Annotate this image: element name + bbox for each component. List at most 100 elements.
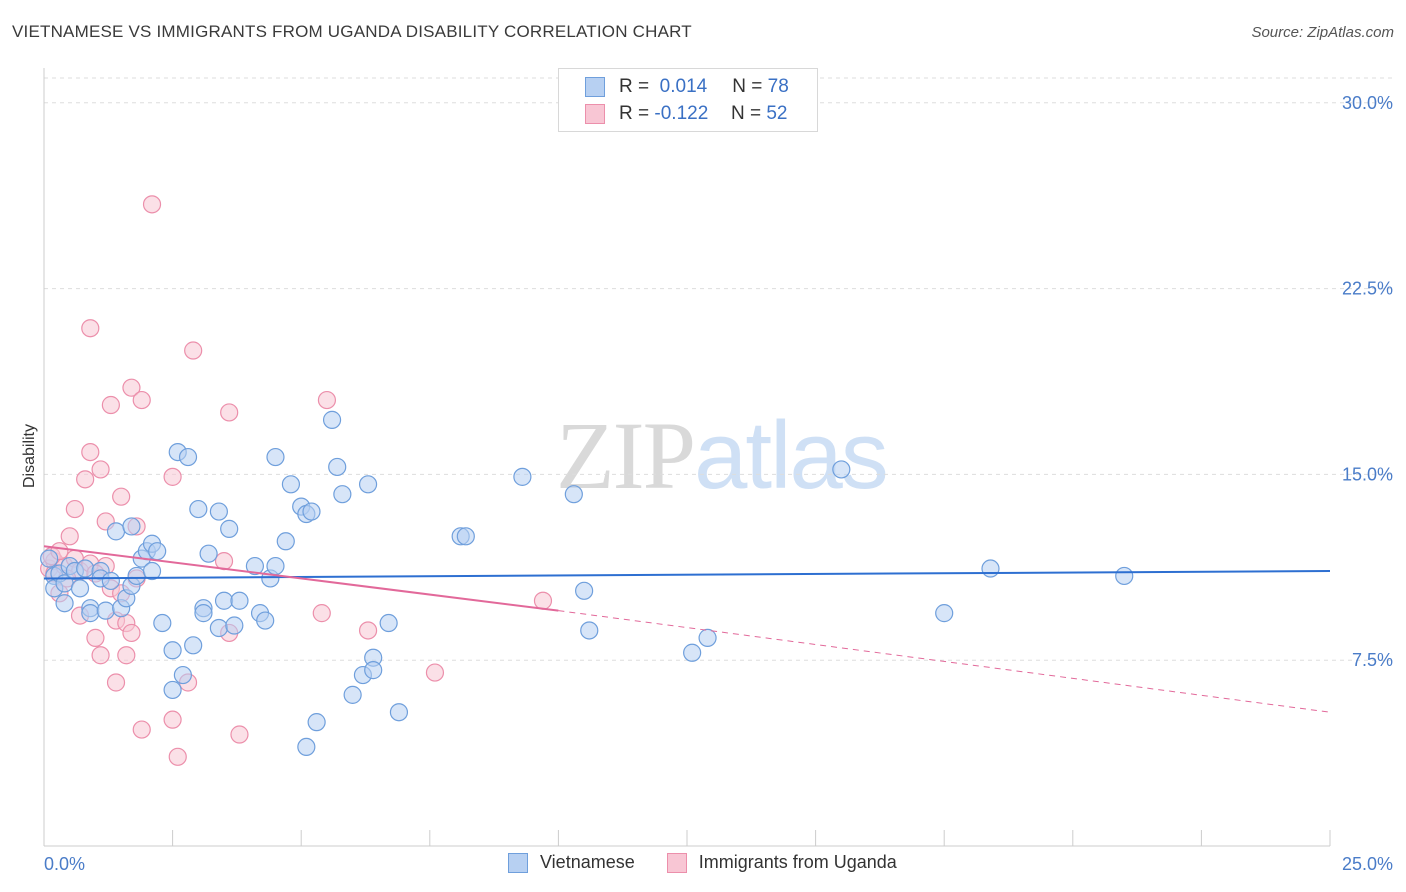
stats-row-uganda: R = -0.122 N = 52 — [585, 102, 787, 126]
vietnamese-point — [209, 502, 228, 521]
vietnamese-point — [276, 532, 295, 551]
uganda-point — [60, 527, 79, 546]
uganda-point — [425, 663, 445, 682]
vietnamese-point — [184, 636, 203, 655]
uganda-point — [81, 319, 100, 338]
uganda-point — [358, 621, 378, 640]
r-label: R = — [619, 76, 650, 97]
uganda-point — [81, 442, 100, 462]
vietnamese-point — [173, 665, 192, 685]
vietnamese-point — [935, 604, 954, 623]
uganda-point — [312, 604, 331, 623]
vietnamese-point — [456, 527, 475, 546]
vietnamese-point — [225, 616, 244, 635]
legend-label-uganda: Immigrants from Uganda — [698, 852, 897, 872]
uganda-point — [122, 378, 141, 397]
vietnamese-point — [230, 591, 249, 610]
uganda-point — [132, 720, 151, 739]
legend-label-vietnamese: Vietnamese — [540, 852, 635, 872]
vietnamese-point — [302, 502, 321, 521]
uganda-point — [163, 710, 182, 729]
vietnamese-point — [981, 559, 1000, 578]
vietnamese-point — [96, 601, 115, 620]
vietnamese-point — [101, 571, 120, 591]
axes — [43, 68, 1331, 847]
vietnamese-point — [564, 485, 583, 504]
legend-swatch-vietnamese — [508, 852, 528, 873]
vietnamese-point — [76, 559, 95, 578]
stats-legend: R = 0.014 N = 78 R = -0.122 N = 52 — [558, 68, 818, 132]
stats-row-vietnamese: R = 0.014 N = 78 — [585, 75, 789, 99]
r-value-vietnamese: 0.014 — [659, 76, 708, 97]
trend-lines — [43, 545, 1331, 713]
vietnamese-point — [214, 591, 234, 610]
uganda-point — [168, 747, 187, 766]
uganda-point — [112, 487, 131, 506]
x-tick-label-max: 25.0% — [1342, 854, 1393, 874]
vietnamese-point — [266, 556, 285, 576]
uganda-point — [91, 646, 110, 665]
uganda-point — [76, 470, 95, 489]
vietnamese-point — [55, 594, 74, 613]
r-label: R = — [619, 103, 650, 124]
vietnamese-point — [358, 475, 378, 494]
vietnamese-point — [194, 604, 213, 623]
uganda-swatch — [585, 104, 605, 124]
r-value-uganda: -0.122 — [654, 103, 709, 124]
y-axis-title: Disability — [21, 424, 38, 488]
vietnamese-point — [142, 561, 162, 581]
uganda-point — [86, 628, 105, 647]
vietnamese-trend-line — [43, 570, 1331, 580]
vietnamese-point — [106, 522, 126, 541]
uganda-point — [317, 390, 337, 410]
vietnamese-point — [220, 519, 239, 538]
uganda-trend-line-extension — [558, 610, 1331, 713]
uganda-point — [220, 403, 239, 422]
legend-swatch-uganda — [666, 852, 687, 873]
y-tick-label: 7.5% — [1352, 650, 1393, 670]
vietnamese-point — [245, 556, 265, 576]
grid-lines — [44, 77, 1392, 661]
uganda-point — [132, 390, 151, 410]
vietnamese-point — [322, 410, 342, 429]
vietnamese-point — [127, 566, 146, 586]
vietnamese-point — [683, 643, 702, 662]
vietnamese-point — [178, 447, 198, 467]
y-tick-label: 30.0% — [1342, 93, 1393, 113]
vietnamese-point — [580, 621, 599, 640]
vietnamese-point — [832, 460, 851, 479]
vietnamese-point — [70, 579, 90, 598]
vietnamese-point — [153, 613, 172, 633]
vietnamese-point — [40, 549, 59, 568]
watermark-atlas: atlas — [694, 402, 889, 509]
vietnamese-point — [307, 713, 326, 732]
x-tick-label-min: 0.0% — [44, 854, 85, 874]
series-vietnamese-points — [40, 410, 1134, 757]
vietnamese-swatch — [585, 77, 605, 97]
vietnamese-point — [199, 544, 218, 563]
axis-labels: 7.5% 15.0% 22.5% 30.0% 0.0% 25.0% Disability — [21, 93, 1393, 874]
uganda-point — [106, 673, 126, 692]
uganda-point — [230, 725, 249, 744]
vietnamese-point — [364, 661, 383, 680]
vietnamese-point — [513, 467, 532, 486]
vietnamese-point — [189, 499, 208, 519]
uganda-point — [91, 460, 110, 479]
uganda-point — [142, 195, 162, 214]
source-label: Source: ZipAtlas.com — [1251, 24, 1394, 41]
vietnamese-point — [163, 680, 182, 700]
uganda-point — [163, 467, 182, 486]
vietnamese-point — [209, 618, 228, 638]
n-value-uganda: 52 — [766, 103, 788, 124]
series-legend: Vietnamese Immigrants from Uganda — [508, 852, 897, 873]
n-label: N = — [732, 76, 763, 97]
uganda-point — [65, 499, 84, 519]
chart-title: VIETNAMESE VS IMMIGRANTS FROM UGANDA DIS… — [12, 22, 692, 41]
uganda-point — [117, 646, 136, 665]
vietnamese-point — [297, 737, 316, 757]
vietnamese-point — [575, 581, 594, 600]
uganda-trend-line — [43, 545, 559, 612]
uganda-point — [122, 623, 141, 643]
uganda-point — [101, 395, 120, 415]
uganda-point — [533, 591, 553, 610]
